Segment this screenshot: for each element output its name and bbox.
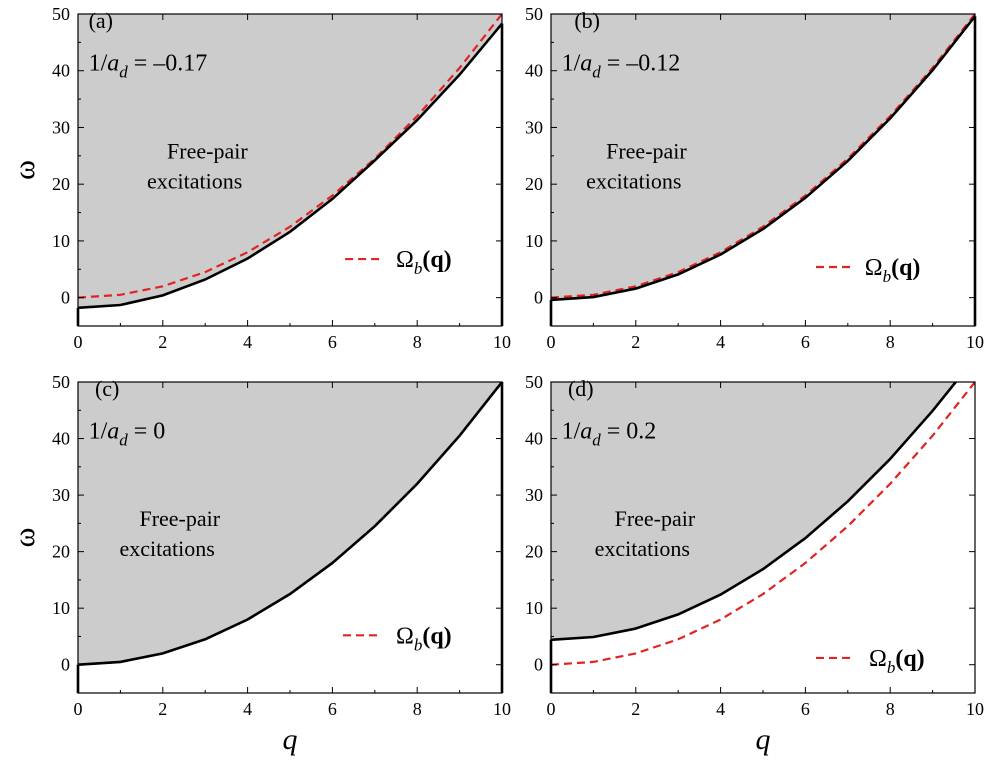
y-tick-label: 20 (52, 542, 70, 562)
param-label: 1/ad = 0 (89, 419, 166, 450)
y-tick-label: 30 (525, 117, 543, 137)
y-axis-label: ω (8, 160, 41, 180)
x-axis-label: q (283, 723, 298, 756)
x-tick-label: 8 (886, 699, 895, 719)
x-tick-label: 10 (493, 332, 511, 352)
x-tick-label: 6 (328, 699, 337, 719)
y-tick-label: 0 (61, 655, 70, 675)
free-pair-region (78, 14, 502, 308)
legend-label: Ωb(q) (396, 623, 452, 654)
x-tick-label: 8 (413, 699, 422, 719)
region-label-line1: Free-pair (615, 506, 696, 531)
y-tick-label: 10 (525, 598, 543, 618)
panel-label: (a) (89, 8, 113, 33)
x-tick-label: 6 (328, 332, 337, 352)
legend-label: Ωb(q) (396, 247, 452, 278)
x-tick-label: 8 (413, 332, 422, 352)
continuum-edge-curve (551, 15, 975, 302)
free-pair-region (551, 382, 959, 640)
continuum-edge-curve (78, 382, 502, 667)
y-tick-label: 0 (534, 288, 543, 308)
omega-b-dashed-curve (78, 14, 502, 299)
x-tick-label: 4 (243, 699, 252, 719)
omega-b-dashed-curve (551, 382, 975, 666)
y-tick-label: 40 (52, 429, 70, 449)
y-tick-label: 50 (52, 4, 70, 24)
panel-d: 0 2 4 6 8 10 0 10 20 30 40 50 (d) 1/ad = 0.2 Free-pair… (525, 372, 984, 756)
x-axis-label: q (756, 723, 771, 756)
y-tick-label: 50 (52, 372, 70, 392)
region-label-line2: excitations (147, 169, 242, 194)
x-tick-label: 0 (547, 332, 556, 352)
y-tick-label: 10 (525, 231, 543, 251)
panel-a: 0 2 4 6 8 10 0 10 20 30 40 50 (a) 1/ad = –0.17 Free-pa… (8, 4, 511, 352)
x-tick-label: 10 (966, 699, 984, 719)
y-tick-label: 20 (52, 174, 70, 194)
x-tick-label: 10 (493, 699, 511, 719)
region-label-line2: excitations (586, 169, 681, 194)
x-tick-label: 6 (801, 332, 810, 352)
y-tick-label: 10 (52, 231, 70, 251)
x-tick-label: 4 (716, 332, 725, 352)
legend-label: Ωb(q) (865, 255, 921, 286)
x-tick-label: 2 (158, 332, 167, 352)
region-label-line1: Free-pair (167, 139, 248, 164)
y-tick-label: 20 (525, 542, 543, 562)
free-pair-region (551, 14, 975, 300)
x-tick-label: 2 (631, 699, 640, 719)
y-tick-label: 40 (525, 61, 543, 81)
param-label: 1/ad = 0.2 (562, 419, 657, 450)
region-label-line2: excitations (119, 536, 214, 561)
x-tick-label: 0 (74, 699, 83, 719)
param-label: 1/ad = –0.17 (89, 51, 208, 82)
x-tick-label: 10 (966, 332, 984, 352)
y-tick-label: 40 (52, 61, 70, 81)
y-tick-label: 30 (52, 485, 70, 505)
x-tick-label: 2 (631, 332, 640, 352)
y-tick-label: 0 (534, 655, 543, 675)
panel-c: 0 2 4 6 8 10 0 10 20 30 40 50 (c) 1/ad = 0 Free-pair ex… (8, 372, 511, 756)
y-tick-label: 50 (525, 372, 543, 392)
x-tick-label: 4 (243, 332, 252, 352)
y-tick-label: 50 (525, 4, 543, 24)
region-label-line1: Free-pair (606, 139, 687, 164)
continuum-edge-curve (551, 382, 958, 642)
continuum-edge-curve (78, 22, 502, 310)
y-tick-label: 30 (525, 485, 543, 505)
y-tick-label: 40 (525, 429, 543, 449)
panel-label: (c) (95, 376, 119, 401)
region-label-line1: Free-pair (139, 506, 220, 531)
y-tick-label: 10 (52, 598, 70, 618)
y-tick-label: 30 (52, 117, 70, 137)
x-tick-label: 4 (716, 699, 725, 719)
omega-b-dashed-curve (551, 14, 975, 299)
x-tick-label: 8 (886, 332, 895, 352)
region-label-line2: excitations (595, 536, 690, 561)
x-tick-label: 0 (74, 332, 83, 352)
param-label: 1/ad = –0.12 (562, 51, 681, 82)
x-tick-label: 2 (158, 699, 167, 719)
y-tick-label: 20 (525, 174, 543, 194)
panel-b: 0 2 4 6 8 10 0 10 20 30 40 50 (b) 1/ad = –0.12 Free-pa… (525, 4, 984, 352)
legend-label: Ωb(q) (869, 646, 925, 677)
x-tick-label: 6 (801, 699, 810, 719)
panel-label: (d) (568, 376, 594, 401)
y-axis-label: ω (8, 528, 41, 548)
y-tick-label: 0 (61, 288, 70, 308)
free-pair-region (78, 382, 502, 665)
x-tick-label: 0 (547, 699, 556, 719)
panel-label: (b) (574, 8, 600, 33)
